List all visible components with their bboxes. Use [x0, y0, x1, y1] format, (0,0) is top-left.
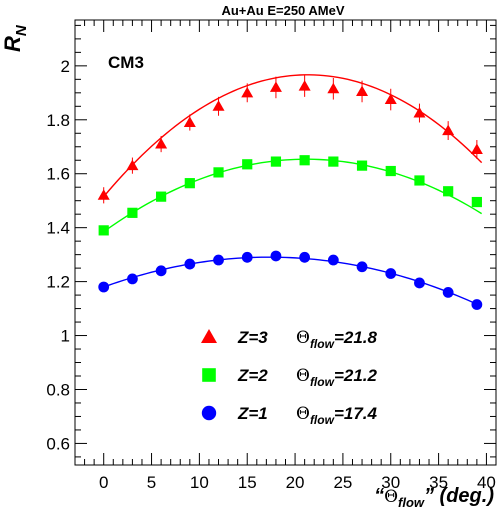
- data-point: [269, 81, 282, 92]
- x-tick-label: 20: [286, 473, 305, 492]
- data-point: [126, 159, 139, 171]
- data-point: [155, 265, 167, 277]
- data-point: [414, 277, 425, 289]
- legend-theta-label: Θflow=21.2: [296, 366, 377, 389]
- data-point: [471, 299, 483, 310]
- data-point: [298, 80, 311, 91]
- data-point: [384, 93, 397, 105]
- x-axis-ticks: [84, 20, 497, 465]
- annotation-cm3: CM3: [108, 53, 144, 72]
- x-tick-label: 30: [381, 473, 400, 492]
- data-point: [183, 116, 196, 127]
- data-point: [98, 281, 110, 293]
- legend-series-name: Z=1: [237, 404, 268, 423]
- x-tick-label: 0: [99, 473, 108, 492]
- x-axis-label: “Θflow” (deg.): [374, 485, 494, 510]
- legend-item-Z1: Z=1 Θflow=17.4: [201, 404, 377, 427]
- data-point: [299, 251, 311, 263]
- y-tick-label: 1.6: [46, 165, 70, 184]
- x-tick-label: 15: [238, 473, 257, 492]
- legend-series-name: Z=2: [237, 366, 268, 385]
- legend-item-Z3: Z=3 Θflow=21.8: [201, 328, 377, 351]
- x-axis-tick-labels: 0 5 10 15 20 25 30 35 40: [99, 473, 496, 492]
- data-point: [299, 155, 310, 166]
- series-layer: [97, 74, 483, 310]
- chart-title: Au+Au E=250 AMeV: [221, 3, 344, 18]
- y-axis-ticks: [75, 24, 496, 458]
- data-point: [184, 178, 195, 189]
- legend-marker: [201, 405, 217, 421]
- y-tick-label: 0.6: [46, 434, 70, 453]
- data-point: [127, 207, 138, 218]
- legend-theta-label: Θflow=21.8: [296, 328, 377, 351]
- x-tick-label: 25: [333, 473, 352, 492]
- legend-series-name: Z=3: [237, 328, 268, 347]
- data-point: [442, 286, 454, 298]
- series-Z2: [98, 155, 483, 236]
- y-tick-label: 2: [61, 57, 70, 76]
- data-point: [385, 268, 397, 279]
- x-tick-label: 40: [477, 473, 496, 492]
- y-axis-label: RN: [0, 24, 30, 52]
- data-point: [356, 160, 368, 171]
- legend-marker: [202, 368, 216, 382]
- data-point: [470, 143, 483, 154]
- data-point: [241, 251, 253, 263]
- data-point: [213, 254, 224, 266]
- data-point: [98, 225, 109, 236]
- data-point: [327, 82, 340, 94]
- data-point: [443, 186, 454, 197]
- data-point: [242, 159, 253, 170]
- y-tick-label: 1.4: [46, 219, 70, 238]
- plot-frame: [74, 19, 497, 466]
- data-point: [184, 258, 196, 270]
- data-point: [442, 124, 455, 136]
- data-point: [97, 189, 110, 200]
- data-point: [356, 85, 369, 96]
- legend: Z=3 Θflow=21.8 Z=2 Θflow=21.2 Z=1 Θflow=17.4: [201, 328, 377, 427]
- y-tick-label: 1.8: [46, 111, 70, 130]
- y-tick-label: 1.2: [46, 273, 70, 292]
- x-tick-label: 10: [190, 473, 209, 492]
- fit-curve: [103, 256, 482, 307]
- legend-marker: [201, 329, 217, 343]
- y-axis-tick-labels: 0.6 0.8 1 1.2 1.4 1.6 1.8 2: [46, 57, 70, 454]
- data-point: [212, 100, 225, 111]
- data-point: [327, 254, 339, 266]
- x-tick-label: 35: [429, 473, 448, 492]
- data-point: [356, 261, 368, 273]
- data-point: [155, 138, 168, 149]
- data-point: [413, 107, 426, 118]
- data-point: [471, 196, 482, 208]
- y-tick-label: 0.8: [46, 380, 70, 399]
- series-Z3: [97, 74, 483, 204]
- data-point: [213, 167, 224, 178]
- data-point: [414, 175, 425, 186]
- data-point: [156, 191, 167, 202]
- series-Z1: [98, 250, 483, 310]
- fit-curve: [103, 74, 483, 198]
- x-tick-label: 5: [147, 473, 156, 492]
- data-point: [270, 250, 282, 262]
- legend-theta-label: Θflow=17.4: [296, 404, 377, 427]
- legend-item-Z2: Z=2 Θflow=21.2: [202, 366, 377, 389]
- data-point: [328, 156, 339, 167]
- data-point: [127, 273, 138, 285]
- y-tick-label: 1: [61, 327, 70, 346]
- data-point: [241, 86, 254, 98]
- data-point: [385, 165, 396, 177]
- data-point: [270, 156, 282, 167]
